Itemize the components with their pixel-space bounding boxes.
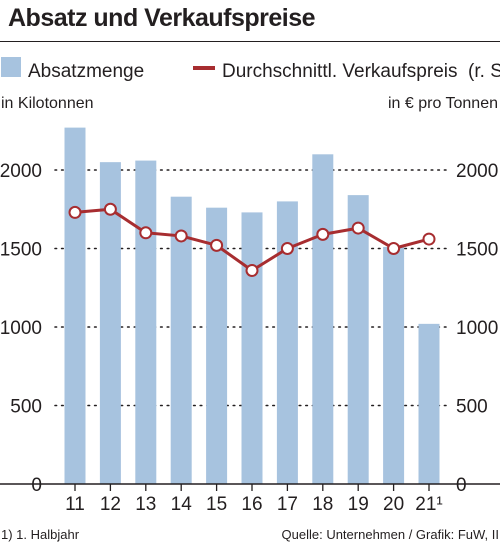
price-point-18 [316,227,330,241]
tick-layer: 0 500 1000 1500 2000 0 500 1000 1500 2000 11 12 13 14… [0,161,498,515]
left-tick-label: 1500 [0,240,42,261]
source-credit: Quelle: Unternehmen / Grafik: FuW, II [282,527,499,542]
price-point-17 [280,242,294,255]
legend-bar-swatch [1,57,21,77]
price-point-19 [351,221,365,235]
left-tick-label: 0 [31,475,42,496]
x-tick-label: 21¹ [415,494,442,515]
right-tick-label: 1000 [456,318,498,339]
price-point-21 [422,232,436,246]
title-rule [0,41,500,42]
left-axis-label: in Kilotonnen [1,95,94,112]
price-point-16 [245,263,259,277]
right-axis-label: in € pro Tonnen [388,95,498,112]
bar-18 [312,154,334,485]
x-tick-label: 20 [383,494,404,515]
bar-19 [347,195,369,484]
bar-11 [64,127,86,485]
legend-bar-label: Absatzmenge [28,61,144,82]
price-point-14 [174,229,188,243]
x-tick-label: 15 [206,494,227,515]
chart-title: Absatz und Verkaufspreise [8,4,316,32]
bar-14 [170,196,192,484]
x-tick-label: 13 [135,494,156,515]
legend-line-label: Durchschnittl. Verkaufspreis (r. S.) [222,61,500,82]
price-point-15 [210,238,224,252]
x-tick-label: 16 [241,494,262,515]
left-tick-label: 1000 [0,318,42,339]
x-tick-label: 14 [171,494,193,515]
price-point-12 [103,202,117,216]
left-tick-label: 2000 [0,161,42,182]
right-tick-label: 0 [456,475,467,496]
right-tick-label: 2000 [456,161,498,182]
price-point-11 [68,205,82,219]
x-tick-label: 11 [65,494,85,515]
bar-17 [276,201,298,484]
footnote: 1) 1. Halbjahr [1,527,80,542]
price-point-13 [139,226,153,240]
x-tick-label: 17 [277,494,298,515]
bar-12 [99,162,121,484]
right-tick-label: 500 [456,397,488,418]
x-tick-label: 18 [312,494,333,515]
bar-13 [135,160,157,484]
x-tick-label: 19 [348,494,369,515]
right-tick-label: 1500 [456,240,498,261]
bar-21 [418,323,440,484]
line-layer [68,202,436,277]
x-tick-label: 12 [100,494,121,515]
left-tick-label: 500 [10,397,42,418]
price-point-20 [387,242,401,255]
bar-16 [241,212,263,484]
bar-layer [64,127,440,485]
bar-20 [383,246,405,484]
bar-15 [206,207,228,484]
axis-layer [0,483,500,491]
